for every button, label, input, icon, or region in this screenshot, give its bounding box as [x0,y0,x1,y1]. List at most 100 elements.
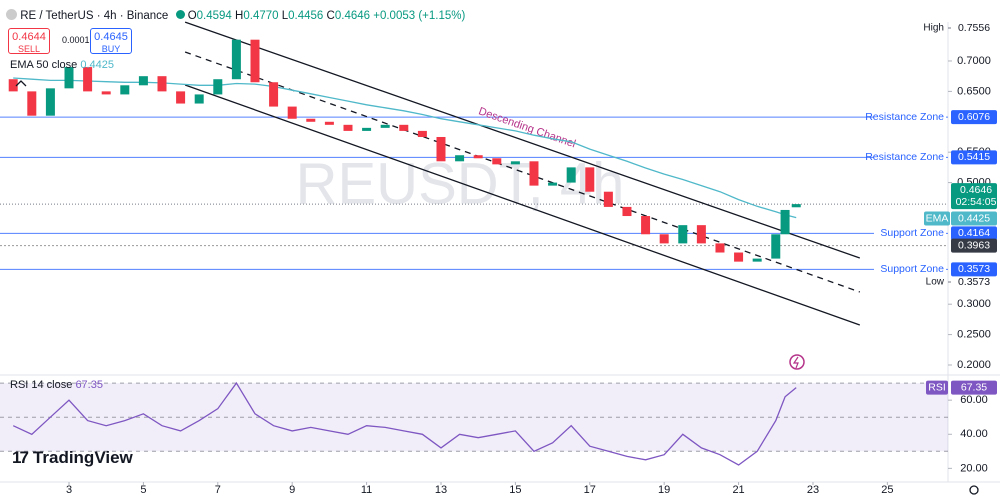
level-name-bg [874,150,946,165]
candle-body [83,67,93,92]
candle-body [176,91,186,104]
level-name: Support Zone [880,263,944,275]
x-tick-label: 19 [658,484,670,496]
x-tick-label: 25 [881,484,893,496]
watermark: REUSDT, 4h [296,151,625,216]
level-value-bg [951,110,997,125]
buy-label: BUY [101,44,121,54]
level-value-bg [951,262,997,277]
candle-body [120,85,130,95]
x-tick-label: 7 [215,484,221,496]
candle-body [436,136,446,162]
candle-body [287,106,297,119]
ohlc-close: 0.4646 [334,10,371,22]
level-name-bg [874,110,946,125]
channel-line [184,51,861,293]
y-tick-label: 0.7000 [957,55,991,67]
candle-body [585,167,595,192]
y-tick-label: 0.2000 [957,359,991,371]
candle-body [548,182,558,186]
ohlc-close-label: C [326,10,335,22]
level-value: 0.6076 [958,111,990,123]
level-name: Resistance Zone [865,111,944,123]
ema-value-bg [951,211,997,226]
candle-body [771,234,781,259]
x-tick-label: 9 [289,484,295,496]
candle-body [194,94,204,104]
candle-body [64,67,74,89]
x-tick-label: 21 [732,484,744,496]
y-tick-label: 0.3000 [957,298,991,310]
rsi-legend-value: 67.35 [75,379,103,391]
candle-body [791,204,801,208]
candle-body [343,124,353,131]
rsi-value: 67.35 [961,381,987,393]
level-name-bg [874,226,946,241]
channel-line [184,21,861,259]
candle-body [641,216,651,235]
x-tick-label: 15 [509,484,521,496]
buy-button[interactable]: 0.4645 BUY [90,28,132,54]
candle-body [566,167,576,183]
ohlc-low: 0.4456 [288,10,324,22]
level-value-bg [951,150,997,165]
ohlc-low-label: L [281,10,289,22]
candle-body [696,225,706,244]
high-label: High [923,23,944,34]
y-tick-label: 0.6500 [957,85,991,97]
candle-body [101,91,111,95]
low-value: 0.3573 [958,276,990,288]
high-value: 0.7556 [958,22,990,34]
x-tick-label: 13 [435,484,447,496]
candle-body [269,82,279,107]
logo[interactable]: 17 TradingView [12,448,133,468]
header: RE / TetherUS · 4h · Binance O0.4594 H0.… [6,9,465,22]
ohlc-high-label: H [235,10,244,22]
level-name: Resistance Zone [865,151,944,163]
rsi-legend-name: RSI 14 close [10,379,73,391]
level-value-bg [951,226,997,241]
level-value: 0.3573 [958,263,990,275]
rsi-value-bg [951,380,997,395]
change: +0.0053 (+1.15%) [373,10,466,22]
candle-body [622,206,632,217]
candle-body [492,158,502,165]
symbol[interactable]: RE / TetherUS · 4h · Binance [20,10,169,22]
candle-body [473,155,483,159]
logo-icon: 17 [12,448,29,467]
sell-button[interactable]: 0.4644 SELL [8,28,50,54]
y-tick-label: 40.00 [960,428,988,440]
level-value-bg [951,238,997,253]
level-value: 0.5415 [958,151,990,163]
candle-body [138,76,148,86]
rsi-legend: RSI 14 close 67.35 [10,379,103,391]
ema-value: 0.4425 [958,212,990,224]
last-price-bg [951,183,997,210]
ema-tag: EMA [926,212,949,224]
low-label: Low [926,277,945,288]
candle-body [8,79,18,92]
level-value: 0.4164 [958,227,990,239]
ohlc-open: 0.4594 [196,10,232,22]
x-tick-label: 11 [361,484,372,496]
sell-label: SELL [17,44,41,54]
candle-body [715,243,725,253]
candle-body [752,258,762,262]
candle-body [603,191,613,207]
x-tick-label: 23 [807,484,819,496]
candle-body [780,209,790,235]
last-price: 0.4646 [960,184,992,196]
coin-icon [6,9,17,20]
candle-body [324,121,334,125]
candle-body [678,225,688,244]
lightning-icon [789,354,805,370]
ema-legend-name: EMA 50 close [10,59,78,71]
level-name: Support Zone [880,227,944,239]
x-tick-label: 17 [584,484,596,496]
candle-body [417,130,427,137]
ema-tag-bg [924,211,950,226]
y-tick-label: 60.00 [960,394,988,406]
candle-body [399,124,409,131]
